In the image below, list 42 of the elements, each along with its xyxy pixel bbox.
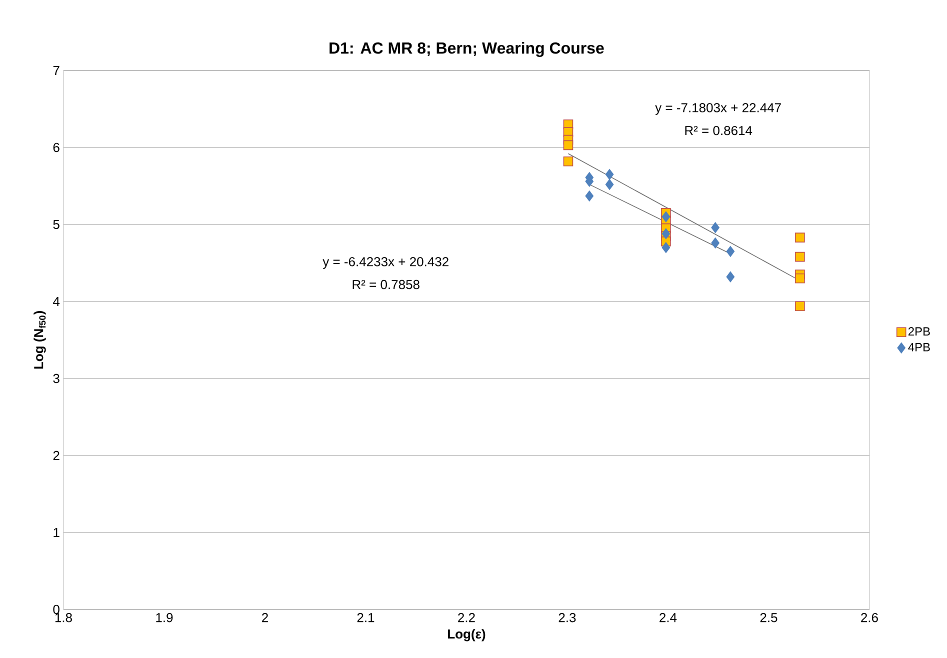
point: [585, 190, 594, 202]
y-tick-label: 0: [53, 604, 60, 614]
x-tick-label: 1.8: [55, 613, 72, 622]
x-tick-label: 2.2: [458, 613, 475, 622]
y-tick-label: 6: [53, 142, 60, 152]
y-tick-label: 7: [53, 66, 60, 75]
y-tick-label: 1: [54, 528, 60, 537]
point: [795, 273, 805, 284]
legend-label: 2PB: [908, 327, 930, 336]
x-tick-label: 2.6: [861, 613, 878, 622]
annotation: R² = 0.8614: [685, 126, 752, 136]
point: [726, 246, 735, 257]
annotation: R² = 0.7858: [352, 280, 420, 290]
point: [795, 252, 805, 262]
x-tick-label: 2: [262, 613, 268, 622]
point: [563, 156, 574, 166]
y-tick-label: 3: [53, 374, 60, 384]
x-tick-label: 2.1: [357, 613, 374, 622]
x-axis-title: Log(ε): [448, 629, 486, 642]
y-tick-label: 5: [53, 220, 60, 230]
y-tick-label: 4: [53, 297, 60, 306]
point: [711, 238, 720, 248]
x-tick-label: 2.4: [660, 613, 677, 622]
point: [563, 140, 574, 150]
y-axis-title: Log (N$_{f50}$): [34, 311, 46, 369]
x-tick-label: 2.5: [760, 613, 778, 622]
point: [605, 179, 614, 190]
point: [795, 301, 805, 312]
annotation: y = -6.4233x + 20.432: [322, 257, 448, 269]
point: [795, 232, 805, 242]
point: [605, 169, 614, 180]
legend-label: 4PB: [908, 343, 930, 352]
x-tick-label: 1.9: [156, 613, 173, 622]
point: [662, 242, 670, 253]
chart-title: D1: AC MR 8; Bern; Wearing Course: [330, 42, 604, 57]
y-tick-label: 2: [53, 450, 60, 460]
point: [662, 211, 670, 222]
annotation: y = -7.1803x + 22.447: [655, 103, 781, 115]
point: [726, 271, 735, 282]
point: [711, 222, 720, 233]
point: [662, 228, 670, 240]
x-tick-label: 2.3: [558, 613, 576, 622]
